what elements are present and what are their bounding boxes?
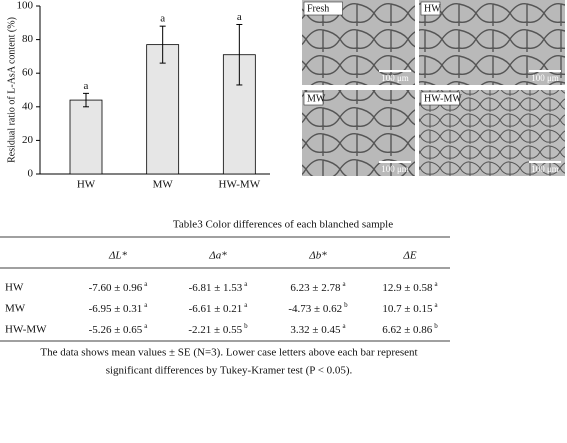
y-tick-label: 80 [22, 33, 34, 45]
column-header: ΔE [402, 250, 416, 262]
cell-value: -2.21 ± 0.55 [188, 324, 242, 336]
y-tick-label: 60 [22, 67, 34, 79]
cell-value: -5.26 ± 0.65 [89, 324, 143, 336]
y-tick-label: 100 [17, 0, 34, 12]
label-box [420, 1, 441, 16]
y-axis-label: Residual ratio of L-AsA content (%) [6, 17, 17, 163]
row-label: MW [5, 303, 26, 315]
micrograph-label: Fresh [307, 3, 329, 14]
table-cell: -6.61 ± 0.21 a [189, 301, 249, 315]
cell-value: 12.9 ± 0.58 [382, 282, 433, 294]
significance-letter: a [160, 13, 165, 25]
y-tick-label: 0 [28, 168, 34, 180]
error-bar [236, 23, 243, 86]
cell-value: -6.61 ± 0.21 [189, 303, 243, 315]
cell-letter: b [244, 322, 248, 330]
table-note: The data shows mean values ± SE (N=3). L… [40, 347, 417, 359]
scale-label: 100 μm [381, 164, 409, 174]
table-cell: 6.62 ± 0.86 b [382, 322, 438, 336]
label-box [420, 91, 460, 106]
error-bar [83, 92, 89, 108]
cell-value: 10.7 ± 0.15 [382, 303, 433, 315]
label-box [303, 91, 324, 106]
cell-letter: a [144, 301, 148, 309]
cell-letter: a [434, 280, 438, 288]
column-header: ΔL* [108, 250, 128, 262]
label-box [303, 1, 343, 16]
micrograph-label: HW-MW [424, 93, 462, 104]
scale-label: 100 μm [531, 164, 559, 174]
cell-value: -6.81 ± 1.53 [189, 282, 243, 294]
cell-letter: a [342, 280, 346, 288]
cell-letter: a [144, 280, 148, 288]
cell-letter: b [434, 322, 438, 330]
table-cell: -2.21 ± 0.55 b [188, 322, 248, 336]
significance-letter: a [84, 80, 89, 92]
table-cell: 3.32 ± 0.45 a [290, 322, 346, 336]
x-tick-label: HW [77, 179, 96, 191]
cell-value: 3.32 ± 0.45 [290, 324, 341, 336]
table-cell: -6.81 ± 1.53 a [189, 280, 249, 294]
error-bar [159, 25, 166, 64]
y-tick-label: 40 [22, 100, 34, 112]
bar [69, 99, 103, 175]
x-tick-label: MW [153, 179, 174, 191]
cell-letter: a [342, 322, 346, 330]
column-header: Δb* [308, 250, 327, 262]
x-tick-label: HW-MW [219, 179, 261, 191]
table-cell: -7.60 ± 0.96 a [89, 280, 149, 294]
cell-value: -7.60 ± 0.96 [89, 282, 143, 294]
table-cell: -6.95 ± 0.31 a [89, 301, 149, 315]
column-header: Δa* [208, 250, 227, 262]
table-cell: 10.7 ± 0.15 a [382, 301, 438, 315]
table-cell: -5.26 ± 0.65 a [89, 322, 149, 336]
table-cell: 6.23 ± 2.78 a [290, 280, 346, 294]
row-label: HW-MW [5, 324, 47, 336]
cell-value: -4.73 ± 0.62 [288, 303, 342, 315]
bar [146, 44, 180, 175]
micrograph-label: MW [307, 93, 326, 104]
cell-letter: a [244, 280, 248, 288]
table-cell: -4.73 ± 0.62 b [288, 301, 348, 315]
cell-value: 6.23 ± 2.78 [290, 282, 341, 294]
table-cell: 12.9 ± 0.58 a [382, 280, 438, 294]
significance-letter: a [237, 11, 242, 23]
cell-letter: a [244, 301, 248, 309]
y-tick-label: 20 [22, 134, 34, 146]
cell-letter: a [144, 322, 148, 330]
table-note: significant differences by Tukey-Kramer … [106, 365, 353, 377]
scale-label: 100 μm [381, 73, 409, 83]
table-caption: Table3 Color differences of each blanche… [173, 219, 393, 231]
cell-value: 6.62 ± 0.86 [382, 324, 433, 336]
row-label: HW [5, 282, 24, 294]
cell-value: -6.95 ± 0.31 [89, 303, 143, 315]
micrograph-label: HW [424, 3, 441, 14]
cell-letter: a [434, 301, 438, 309]
cell-letter: b [344, 301, 348, 309]
scale-label: 100 μm [531, 73, 559, 83]
